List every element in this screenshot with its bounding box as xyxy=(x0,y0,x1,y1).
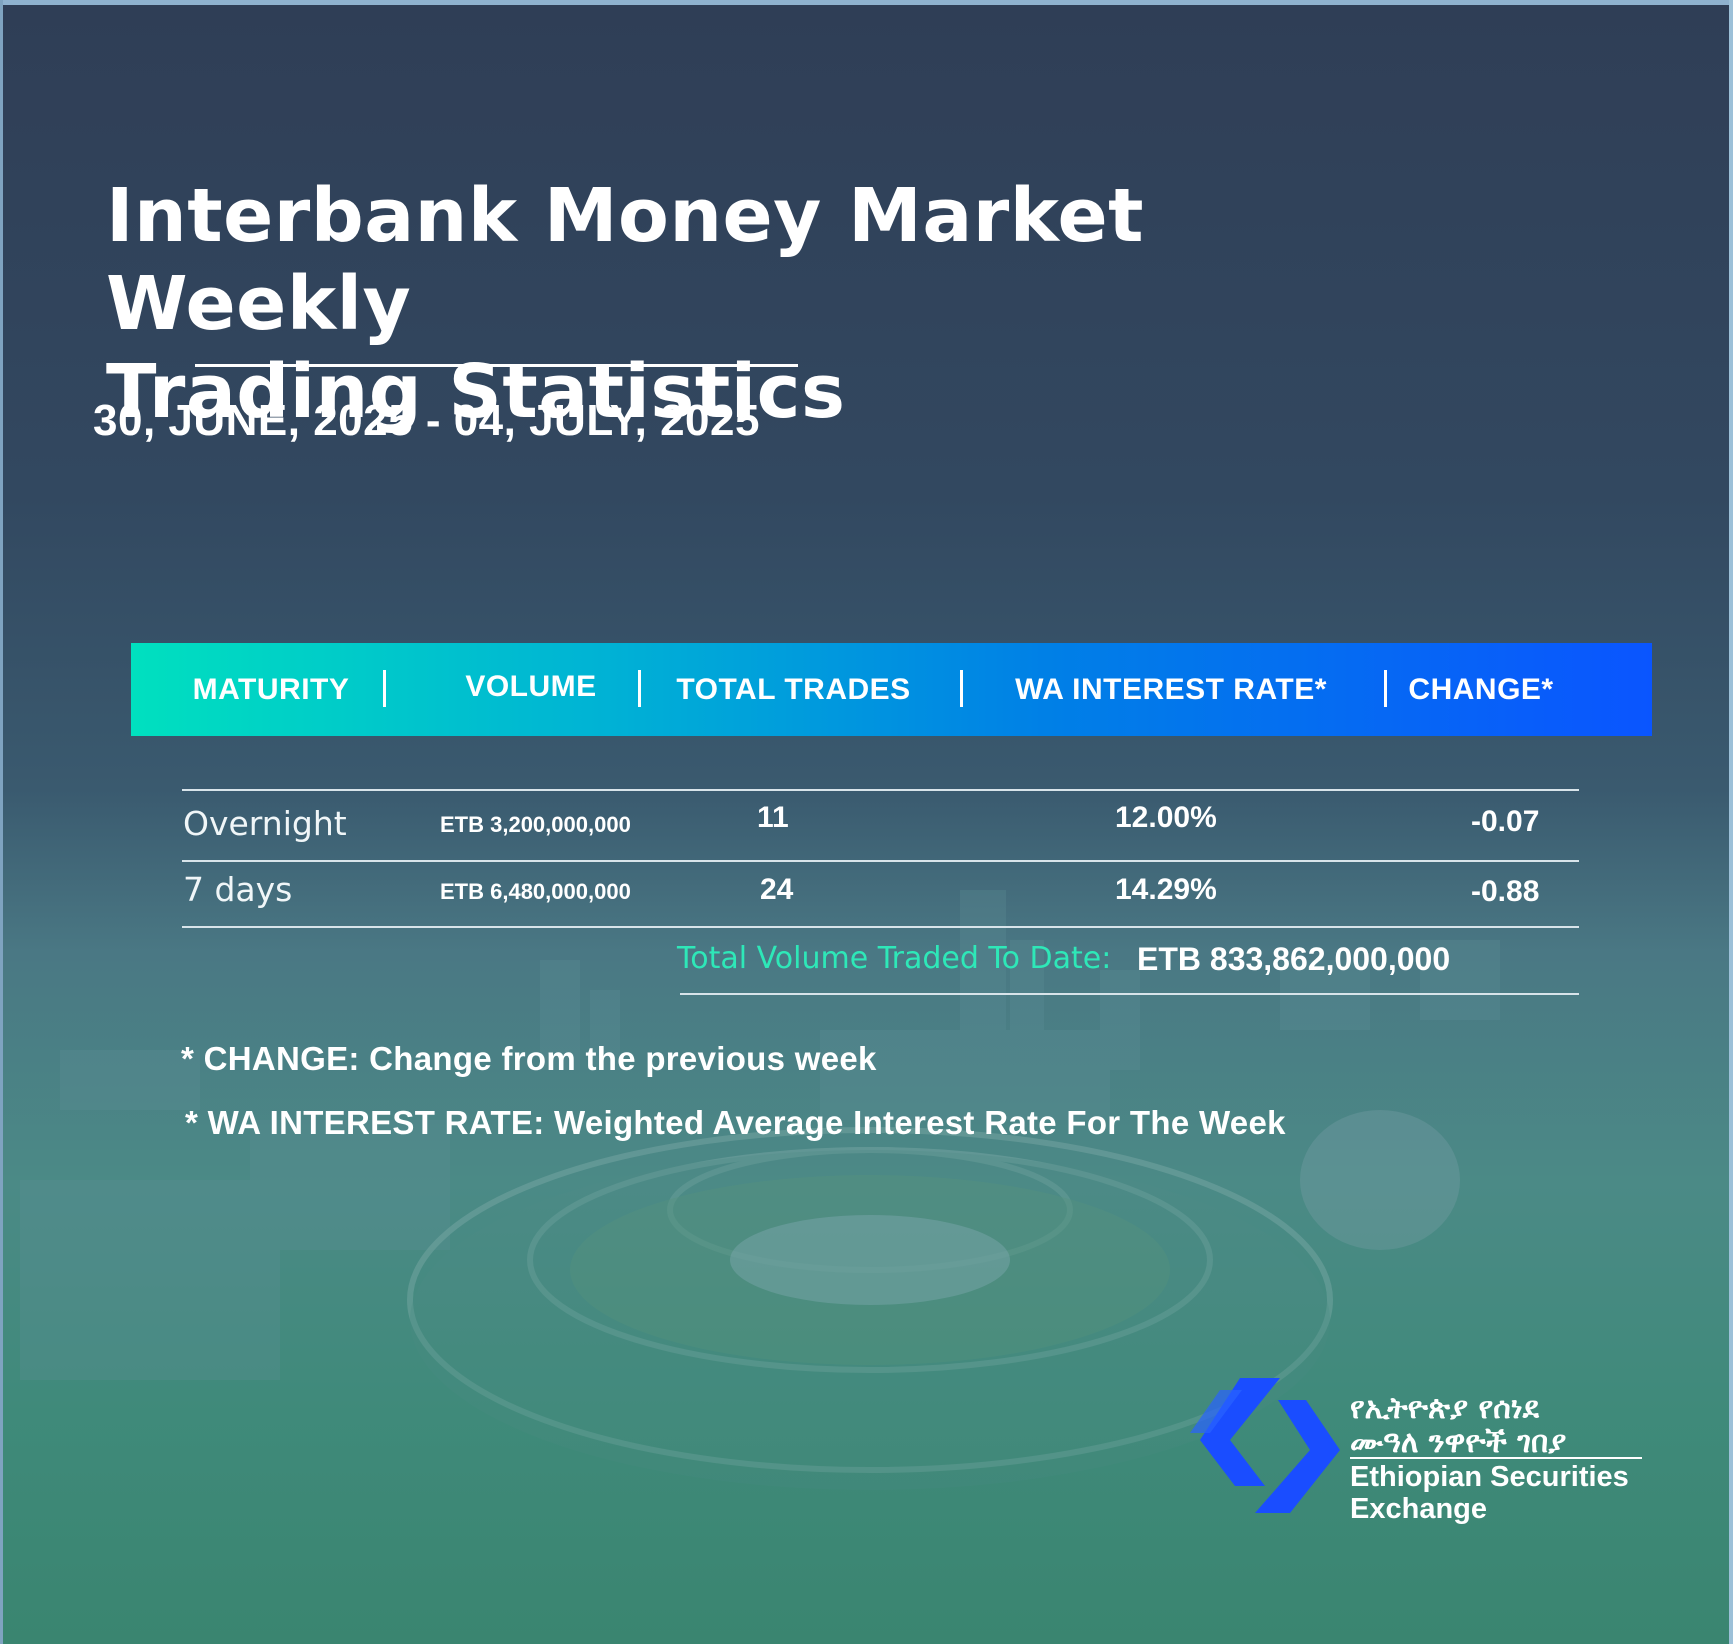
row-maturity: Overnight xyxy=(183,804,347,843)
title-line-2: Trading Statistics xyxy=(106,349,846,435)
total-volume-label: Total Volume Traded To Date: xyxy=(677,941,1112,976)
date-range: 30, JUNE, 2025 - 04, JULY, 2025 xyxy=(93,396,760,445)
logo-amharic-line-1: የኢትዮጵያ የሰነደ xyxy=(1350,1391,1539,1426)
row-divider xyxy=(182,926,1579,928)
header-maturity: MATURITY xyxy=(192,673,350,706)
title-line-1: Interbank Money Market Weekly xyxy=(106,173,1145,347)
background-city-image xyxy=(20,890,1500,1490)
title-underline xyxy=(195,364,798,367)
row-wa-interest-rate: 14.29% xyxy=(1115,873,1217,906)
page-title: Interbank Money Market Weekly Trading St… xyxy=(106,172,1406,436)
row-total-trades: 24 xyxy=(760,873,794,906)
frame-left-border xyxy=(0,0,3,1644)
row-wa-interest-rate: 12.00% xyxy=(1115,801,1217,834)
row-volume: ETB 3,200,000,000 xyxy=(440,812,631,837)
row-divider xyxy=(182,789,1579,791)
table-header: MATURITY VOLUME TOTAL TRADES WA INTEREST… xyxy=(131,643,1652,736)
header-change: CHANGE* xyxy=(1408,673,1554,706)
footnote-change: * CHANGE: Change from the previous week xyxy=(181,1040,877,1077)
footnote-wa-interest-rate: * WA INTEREST RATE: Weighted Average Int… xyxy=(185,1104,1286,1141)
header-separator xyxy=(638,670,641,707)
frame-top-border xyxy=(0,0,1733,5)
logo-amharic-name: የኢትዮጵያ የሰነደ ሙዓለ ንዋዮች ገበያ xyxy=(1350,1392,1690,1460)
logo-amharic-line-2: ሙዓለ ንዋዮች ገበያ xyxy=(1350,1425,1567,1460)
row-volume: ETB 6,480,000,000 xyxy=(440,879,631,904)
ese-logo-mark xyxy=(1190,1378,1340,1513)
logo-english-name: Ethiopian Securities Exchange xyxy=(1350,1461,1629,1525)
row-total-trades: 11 xyxy=(757,801,789,834)
row-change: -0.88 xyxy=(1471,875,1540,908)
header-separator xyxy=(960,670,963,707)
total-volume-value: ETB 833,862,000,000 xyxy=(1137,941,1451,977)
header-volume: VOLUME xyxy=(465,670,597,703)
logo-divider xyxy=(1350,1457,1642,1459)
frame-right-border xyxy=(1729,0,1733,1644)
logo-english-line-2: Exchange xyxy=(1350,1493,1487,1525)
row-divider xyxy=(182,860,1579,862)
header-wa-interest-rate: WA INTEREST RATE* xyxy=(1015,673,1327,706)
row-maturity: 7 days xyxy=(183,870,293,909)
total-divider xyxy=(680,993,1579,995)
logo-english-line-1: Ethiopian Securities xyxy=(1350,1461,1629,1493)
row-change: -0.07 xyxy=(1471,805,1540,838)
header-separator xyxy=(1384,670,1387,707)
header-separator xyxy=(383,670,386,707)
header-total-trades: TOTAL TRADES xyxy=(676,673,911,706)
